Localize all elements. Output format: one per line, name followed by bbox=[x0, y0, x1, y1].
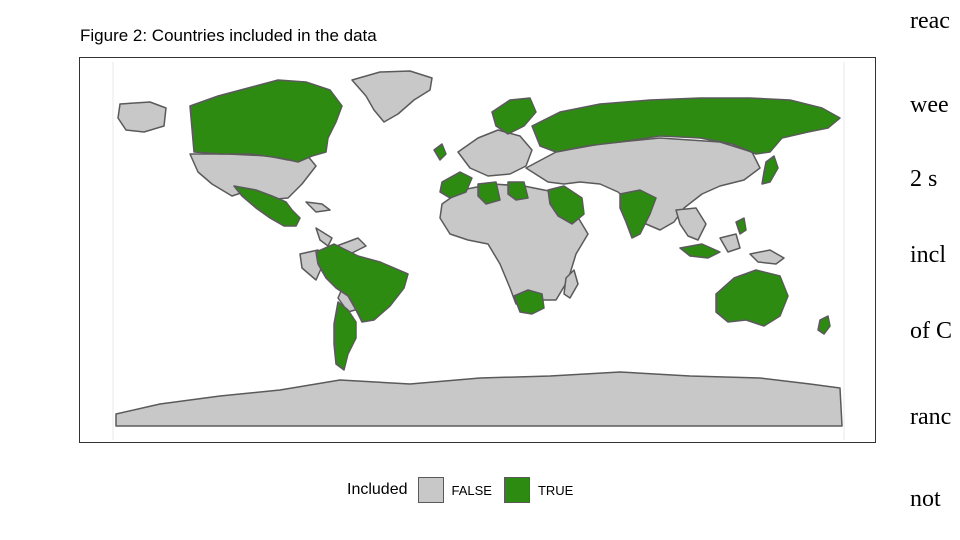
land-canada bbox=[189, 79, 343, 163]
land-saudi-arabia bbox=[547, 185, 585, 225]
legend-label-false: FALSE bbox=[451, 482, 492, 498]
land-caribbean-central-gray bbox=[305, 201, 333, 247]
land-madagascar bbox=[563, 269, 579, 299]
legend-swatch-false bbox=[417, 477, 444, 503]
body-text-line-5: of C bbox=[910, 318, 952, 344]
land-antarctica bbox=[115, 371, 843, 427]
land-australia bbox=[715, 269, 789, 327]
body-text-line-3: 2 s bbox=[910, 166, 938, 192]
legend-title: Included bbox=[347, 481, 408, 498]
land-argentina-chile bbox=[333, 301, 357, 371]
land-uk-nordic bbox=[433, 97, 537, 161]
land-europe-gray bbox=[457, 129, 533, 177]
land-north-africa-green bbox=[439, 171, 529, 205]
land-middle-east-asia-gray bbox=[525, 137, 761, 231]
land-russia bbox=[531, 97, 841, 155]
figure-title: Figure 2: Countries included in the data bbox=[80, 26, 377, 45]
body-text-line-7: not bbox=[910, 486, 941, 512]
land-india bbox=[619, 189, 657, 239]
world-map bbox=[79, 57, 876, 443]
land-philippines-indonesia bbox=[679, 217, 747, 259]
body-text-line-4: incl bbox=[910, 242, 946, 268]
legend-label-true: TRUE bbox=[537, 482, 574, 498]
land-papua bbox=[749, 249, 785, 265]
land-japan bbox=[761, 155, 779, 185]
graticule bbox=[112, 62, 845, 440]
land-south-africa bbox=[513, 289, 545, 315]
legend-swatch-true bbox=[503, 477, 530, 503]
land-new-zealand bbox=[817, 315, 831, 335]
land-brazil-colombia bbox=[315, 243, 409, 323]
legend: Included FALSE TRUE bbox=[347, 476, 585, 504]
body-text-line-1: reac bbox=[910, 8, 950, 34]
body-text-line-2: wee bbox=[910, 92, 949, 118]
land-mexico bbox=[233, 185, 301, 227]
world-map-svg bbox=[112, 62, 845, 440]
land-greenland bbox=[351, 70, 433, 123]
land-southeast-asia-gray bbox=[675, 207, 741, 253]
body-text-line-6: ranc bbox=[910, 404, 952, 430]
